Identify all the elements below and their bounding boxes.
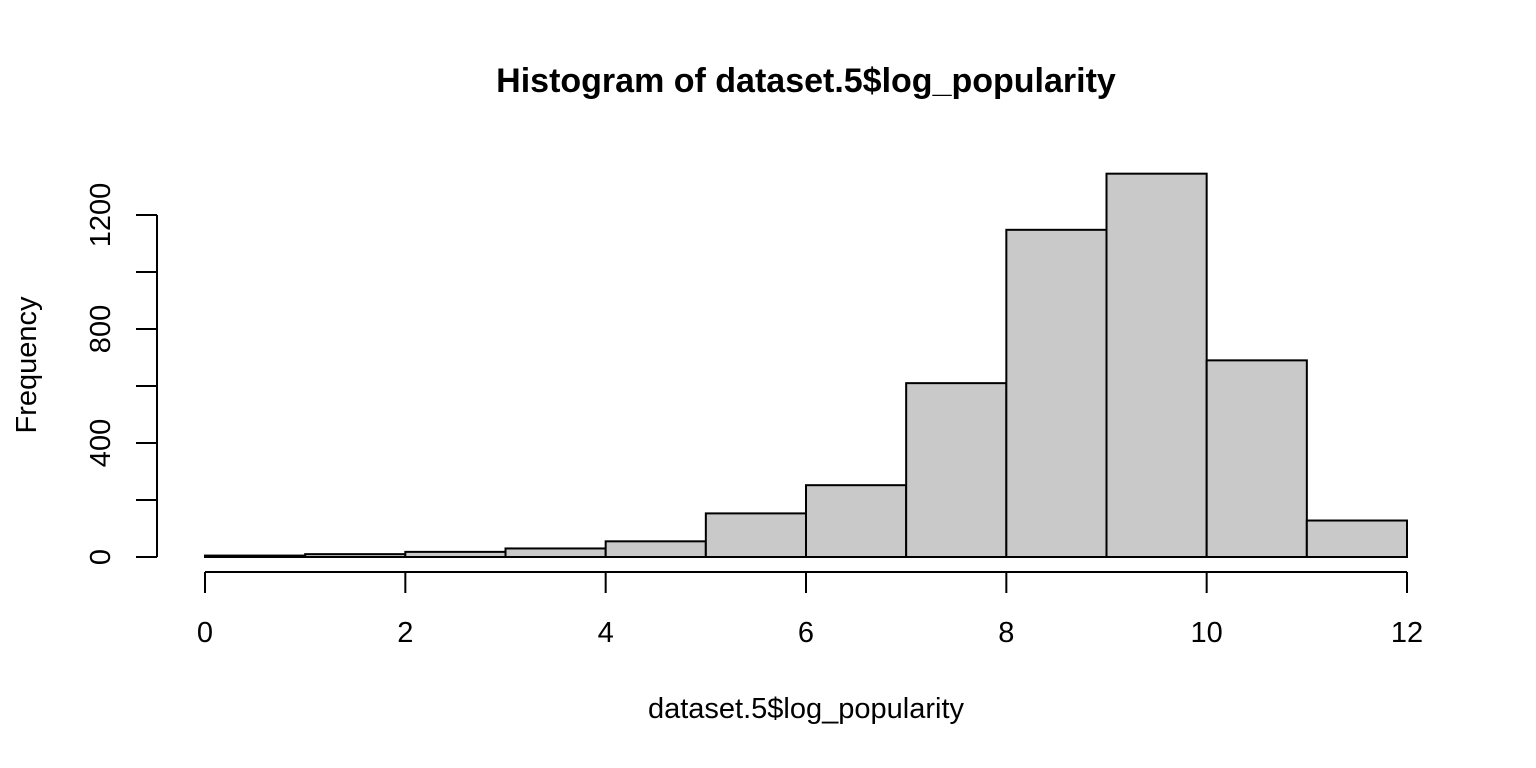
histogram-bar-9 <box>1105 172 1208 559</box>
y-axis-label: Frequency <box>11 296 43 434</box>
histogram-bar-0 <box>204 554 307 559</box>
histogram-bar-11 <box>1305 519 1409 559</box>
x-axis-label: dataset.5$log_popularity <box>648 693 965 725</box>
bars-group <box>204 172 1409 559</box>
x-tick-label-5: 10 <box>1191 617 1223 649</box>
histogram-bar-10 <box>1205 359 1308 558</box>
x-tick-label-6: 12 <box>1391 617 1423 649</box>
histogram-bar-8 <box>1005 228 1108 558</box>
y-tick-label-2: 800 <box>85 305 117 353</box>
y-tick-label-3: 1200 <box>85 183 117 248</box>
x-tick-label-4: 8 <box>998 617 1014 649</box>
chart-title: Histogram of dataset.5$log_popularity <box>496 62 1116 100</box>
x-tick-label-3: 6 <box>798 617 814 649</box>
y-axis: 0 400 800 1200 <box>85 183 158 565</box>
histogram-bar-3 <box>504 547 607 559</box>
y-tick-label-1: 400 <box>85 419 117 467</box>
histogram-bar-6 <box>805 484 908 558</box>
x-axis: 0 2 4 6 8 10 12 <box>197 571 1423 649</box>
y-tick-label-0: 0 <box>85 549 117 565</box>
histogram-bar-4 <box>604 540 707 559</box>
histogram-bar-1 <box>304 553 407 559</box>
x-tick-label-0: 0 <box>197 617 213 649</box>
x-tick-label-1: 2 <box>397 617 413 649</box>
histogram-bar-5 <box>704 512 807 559</box>
histogram-bar-2 <box>404 550 507 558</box>
x-tick-label-2: 4 <box>598 617 614 649</box>
histogram-bar-7 <box>905 382 1008 558</box>
